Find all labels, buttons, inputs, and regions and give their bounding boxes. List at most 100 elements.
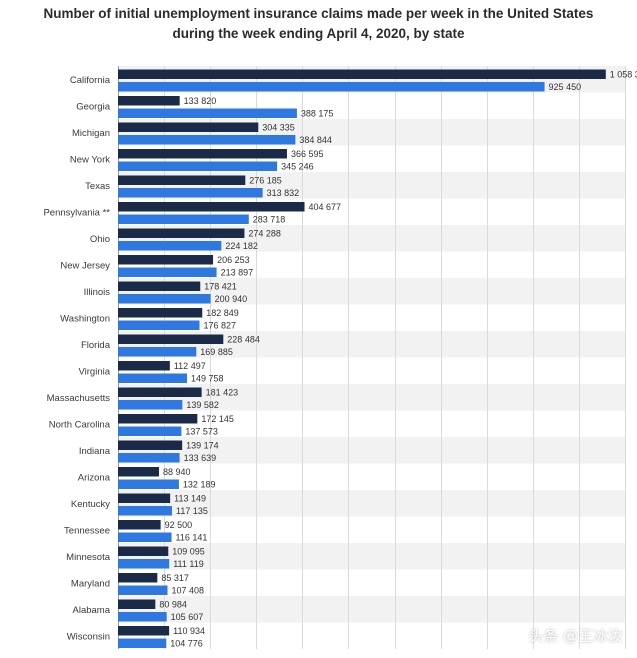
data-label-series-1: 172 145 xyxy=(201,414,234,424)
data-label-series-2: 117 135 xyxy=(176,506,208,516)
chart-title: Number of initial unemployment insurance… xyxy=(0,4,637,44)
data-label-series-2: 111 119 xyxy=(173,559,204,569)
data-label-series-2: 137 573 xyxy=(185,427,218,437)
data-label-series-1: 366 595 xyxy=(291,149,324,159)
data-label-series-2: 388 175 xyxy=(301,109,334,119)
bar-series-1 xyxy=(118,599,156,609)
data-label-series-1: 112 497 xyxy=(174,361,206,371)
bar-series-1 xyxy=(118,546,169,556)
data-label-series-1: 206 253 xyxy=(217,255,250,265)
bar-series-1 xyxy=(118,440,183,450)
bar-series-1 xyxy=(118,493,171,503)
bar-series-2 xyxy=(118,453,180,463)
bar-series-1 xyxy=(118,520,161,530)
category-label: California xyxy=(70,75,111,86)
bar-series-2 xyxy=(118,373,188,383)
bar-series-1 xyxy=(118,467,159,477)
bar-series-1 xyxy=(118,255,214,265)
bar-series-2 xyxy=(118,108,297,118)
category-label: Minnesota xyxy=(66,552,111,563)
category-label: Ohio xyxy=(90,234,110,245)
bar-series-2 xyxy=(118,506,172,516)
bar-series-1 xyxy=(118,96,180,106)
bar-series-2 xyxy=(118,214,249,224)
category-label: Georgia xyxy=(76,101,111,112)
bar-series-2 xyxy=(118,559,170,569)
chart-title-line-1: Number of initial unemployment insurance… xyxy=(43,6,594,21)
category-label: Florida xyxy=(81,340,111,351)
bar-series-1 xyxy=(118,202,305,212)
bar-series-2 xyxy=(118,267,217,277)
category-label: North Carolina xyxy=(49,419,111,430)
watermark-text: 头条 @王冰汝 xyxy=(528,627,623,645)
category-label: New York xyxy=(70,154,110,165)
data-label-series-2: 149 758 xyxy=(191,374,224,384)
data-label-series-2: 104 776 xyxy=(170,639,203,649)
bar-series-2 xyxy=(118,426,182,436)
data-label-series-1: 276 185 xyxy=(249,176,282,186)
category-label: Tennessee xyxy=(64,525,110,536)
data-label-series-2: 105 607 xyxy=(171,612,204,622)
category-label: Indiana xyxy=(79,446,111,457)
bar-series-2 xyxy=(118,532,172,542)
bar-series-2 xyxy=(118,347,197,357)
bar-series-2 xyxy=(118,161,278,171)
bar-series-1 xyxy=(118,573,158,583)
data-label-series-2: 345 246 xyxy=(281,162,314,172)
data-label-series-1: 88 940 xyxy=(163,467,191,477)
row-band xyxy=(118,437,625,464)
bar-series-1 xyxy=(118,308,203,318)
data-label-series-2: 176 827 xyxy=(204,321,237,331)
data-label-series-1: 178 421 xyxy=(204,282,237,292)
bar-series-2 xyxy=(118,135,296,145)
row-band xyxy=(118,596,625,623)
data-label-series-1: 80 984 xyxy=(159,600,187,610)
data-label-series-1: 228 484 xyxy=(227,335,260,345)
data-label-series-1: 92 500 xyxy=(165,520,193,530)
category-label: Washington xyxy=(60,313,110,324)
bar-series-1 xyxy=(118,281,201,291)
data-label-series-2: 224 182 xyxy=(225,241,258,251)
data-label-series-2: 213 897 xyxy=(221,268,254,278)
data-label-series-2: 133 639 xyxy=(184,453,217,463)
data-label-series-2: 169 885 xyxy=(200,347,233,357)
bar-series-1 xyxy=(118,122,259,132)
data-label-series-1: 182 849 xyxy=(206,308,239,318)
bar-series-1 xyxy=(118,361,170,371)
bar-series-1 xyxy=(118,414,198,424)
bar-series-2 xyxy=(118,320,200,330)
bar-series-2 xyxy=(118,82,545,92)
bar-series-2 xyxy=(118,585,168,595)
data-label-series-1: 404 677 xyxy=(309,202,342,212)
category-label: Texas xyxy=(85,181,110,192)
data-label-series-2: 132 189 xyxy=(183,480,216,490)
data-label-series-1: 133 820 xyxy=(184,96,217,106)
category-label: New Jersey xyxy=(60,260,110,271)
data-label-series-1: 113 149 xyxy=(174,494,206,504)
bar-series-2 xyxy=(118,241,222,251)
row-band xyxy=(118,490,625,517)
category-label: Michigan xyxy=(72,128,110,139)
category-label: Kentucky xyxy=(71,499,110,510)
category-label: Wisconsin xyxy=(67,631,110,642)
data-label-series-2: 283 718 xyxy=(253,215,286,225)
data-label-series-1: 109 095 xyxy=(172,547,205,557)
bar-series-1 xyxy=(118,334,224,344)
bar-series-2 xyxy=(118,294,211,304)
bar-series-2 xyxy=(118,400,183,410)
data-label-series-2: 384 844 xyxy=(299,135,332,145)
data-label-series-1: 181 423 xyxy=(206,388,239,398)
category-label: Pennsylvania ** xyxy=(43,207,110,218)
data-label-series-2: 200 940 xyxy=(215,294,248,304)
bar-series-1 xyxy=(118,69,606,79)
bar-series-1 xyxy=(118,149,287,159)
data-label-series-1: 304 335 xyxy=(262,123,295,133)
data-label-series-2: 925 450 xyxy=(549,82,582,92)
data-label-series-1: 85 317 xyxy=(161,573,189,583)
category-label: Arizona xyxy=(78,472,111,483)
data-label-series-2: 116 141 xyxy=(176,533,208,543)
category-label: Alabama xyxy=(73,605,111,616)
bar-series-1 xyxy=(118,626,170,636)
bar-series-1 xyxy=(118,228,245,238)
